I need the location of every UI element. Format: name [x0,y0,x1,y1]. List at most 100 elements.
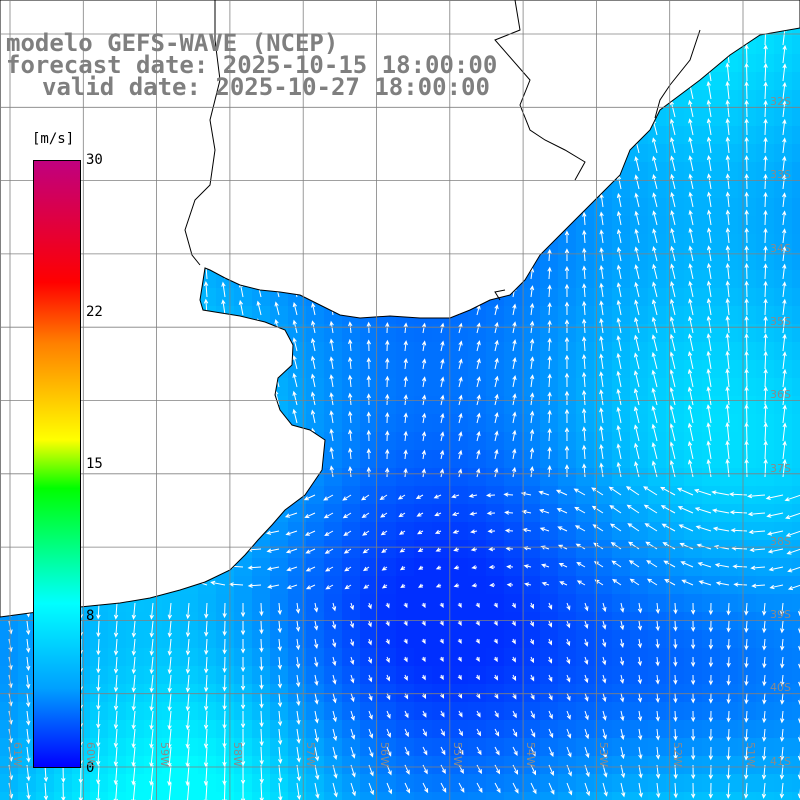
lat-label: 40S [770,681,791,695]
wind-arrow [506,564,514,570]
wind-arrow [266,548,280,553]
wind-arrow [557,526,568,532]
wind-arrow [348,410,353,424]
wind-arrow [331,620,337,630]
wind-arrow [458,322,463,334]
wind-arrow [96,656,101,674]
wind-arrow [439,620,444,627]
wind-arrow [422,782,429,794]
wind-arrow [149,692,154,712]
wind-arrow [530,782,537,795]
wind-arrow [167,728,172,749]
wind-arrow [762,710,767,724]
wind-arrow [547,302,552,316]
wind-arrow [584,674,589,684]
wind-arrow [782,192,787,208]
wind-arrow [329,465,334,478]
wind-arrow [620,602,625,613]
wind-arrow [96,620,101,638]
wind-arrow [620,728,625,741]
wind-arrow [599,247,604,262]
wind-arrow [669,298,676,316]
wind-arrow [744,385,749,406]
wind-arrow [203,764,209,787]
wind-arrow [669,459,676,478]
wind-arrow [602,782,608,797]
wind-arrow [708,692,714,704]
wind-cell [630,792,648,800]
wind-arrow [332,746,338,760]
wind-arrow [616,282,622,298]
wind-cell [36,792,54,800]
wind-arrow [763,118,768,136]
wind-arrow [725,421,730,442]
wind-arrow [332,782,338,798]
wind-arrow [310,355,316,370]
wind-arrow [637,674,642,685]
wind-arrow [690,710,696,723]
wind-cell [792,270,800,288]
wind-cell [612,792,630,800]
wind-arrow [386,728,391,738]
wind-arrow [688,99,694,118]
wind-cell [792,198,800,216]
wind-arrow [706,298,712,316]
wind-arrow [113,728,119,748]
wind-arrow [673,782,678,799]
wind-arrow [651,387,658,406]
wind-cell [432,792,450,800]
wind-arrow [386,764,392,776]
wind-arrow [418,583,424,588]
wind-arrow [314,656,319,668]
wind-arrow [185,692,191,712]
wind-cell [792,468,800,486]
wind-arrow [350,728,356,740]
wind-arrow [782,316,787,334]
wind-arrow [707,191,712,208]
wind-cell [90,792,108,800]
wind-arrow [763,280,768,298]
wind-arrow [541,563,550,568]
wind-arrow [619,656,625,666]
wind-arrow [785,512,800,520]
wind-arrow [470,529,478,534]
wind-arrow [669,369,676,388]
wind-arrow [673,620,678,632]
wind-arrow [347,374,353,388]
wind-arrow [486,511,496,516]
wind-arrow [247,565,262,570]
wind-arrow [661,523,676,532]
wind-arrow [25,674,31,690]
wind-arrow [529,374,535,388]
wind-arrow [421,449,427,460]
wind-arrow [626,504,640,514]
wind-cell [324,792,342,800]
wind-arrow [167,620,172,638]
wind-arrow [440,746,446,756]
wind-arrow [488,564,496,570]
wind-arrow [688,155,694,172]
wind-arrow [476,746,482,756]
wind-arrow [680,561,694,568]
wind-arrow [96,674,101,692]
wind-arrow [366,357,371,370]
lon-label: 52W [670,742,684,767]
wind-arrow [149,620,154,638]
wind-arrow [616,352,622,370]
wind-arrow [292,354,298,370]
wind-arrow [744,209,749,226]
wind-arrow [673,728,678,741]
wind-arrow [769,584,784,590]
wind-arrow [609,523,622,532]
wind-arrow [131,674,136,693]
wind-arrow [368,710,373,720]
wind-arrow [240,638,246,654]
wind-cell [360,792,378,800]
wind-arrow [634,461,640,478]
wind-arrow [744,638,749,651]
wind-arrow [616,210,622,226]
wind-arrow [149,764,154,787]
wind-arrow [493,602,498,609]
wind-arrow [313,602,319,613]
wind-arrow [726,782,731,799]
